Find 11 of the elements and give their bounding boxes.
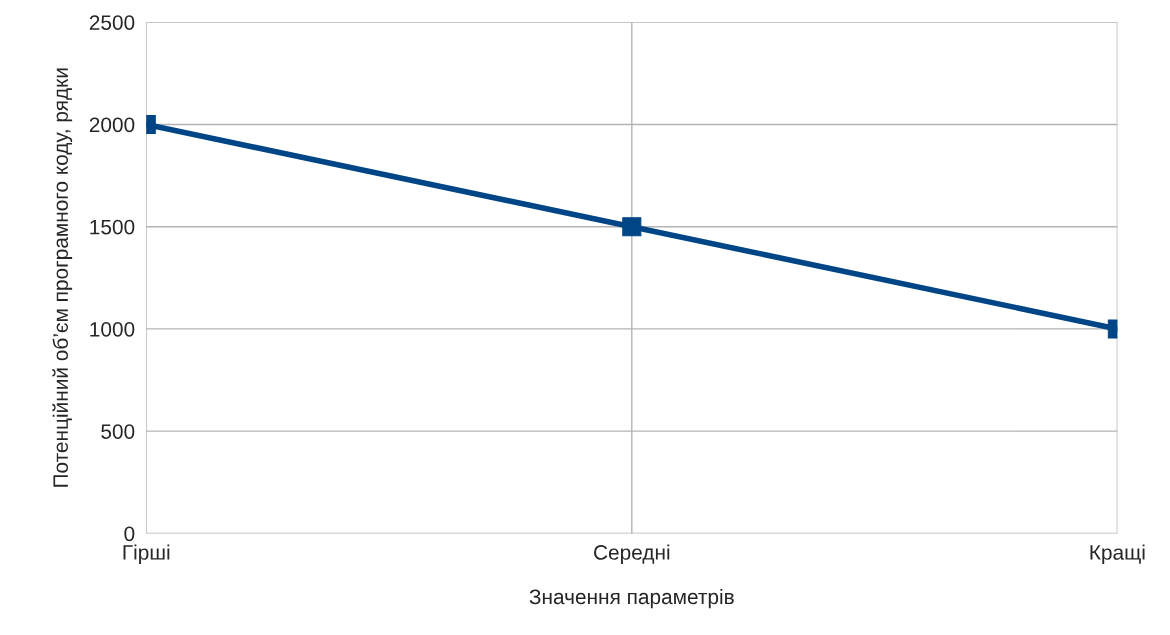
x-tick-label: Кращі <box>1090 544 1145 564</box>
y-tick-label: 1500 <box>90 219 135 235</box>
y-tick-label: 0 <box>124 526 135 542</box>
y-tick-label: 500 <box>101 424 135 439</box>
y-tick-label: 1000 <box>90 321 135 337</box>
x-tick-label: Гірші <box>123 544 170 564</box>
y-tick-label: 2500 <box>89 15 135 30</box>
y-tick-label: 2000 <box>89 117 135 133</box>
x-axis-title: Значення параметрів <box>529 588 734 609</box>
y-axis-title: Потенційний об’єм програмного коду, рядки <box>52 68 73 487</box>
x-tick-label: Середні <box>594 544 670 564</box>
